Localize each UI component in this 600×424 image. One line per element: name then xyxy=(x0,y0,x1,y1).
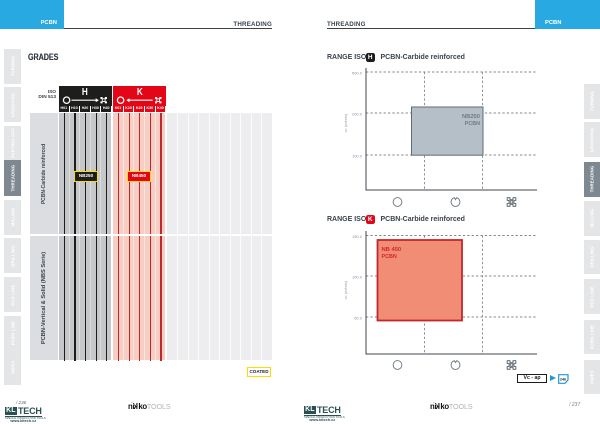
svg-text:200.0: 200.0 xyxy=(352,112,363,117)
svg-text:PCBN: PCBN xyxy=(465,121,480,127)
svg-text:50.0: 50.0 xyxy=(354,316,363,321)
svg-text:100.0: 100.0 xyxy=(352,154,363,159)
svg-text:vc (m/min): vc (m/min) xyxy=(343,280,348,299)
svg-text:NB 450: NB 450 xyxy=(382,247,402,253)
svg-text:150.0: 150.0 xyxy=(352,234,363,239)
svg-text:500.0: 500.0 xyxy=(352,71,363,76)
svg-text:246: 246 xyxy=(560,377,566,381)
svg-text:vc (m/min): vc (m/min) xyxy=(343,113,348,132)
svg-text:100.0: 100.0 xyxy=(352,275,363,280)
svg-text:PCBN: PCBN xyxy=(382,254,397,260)
svg-text:NB250: NB250 xyxy=(462,114,480,120)
